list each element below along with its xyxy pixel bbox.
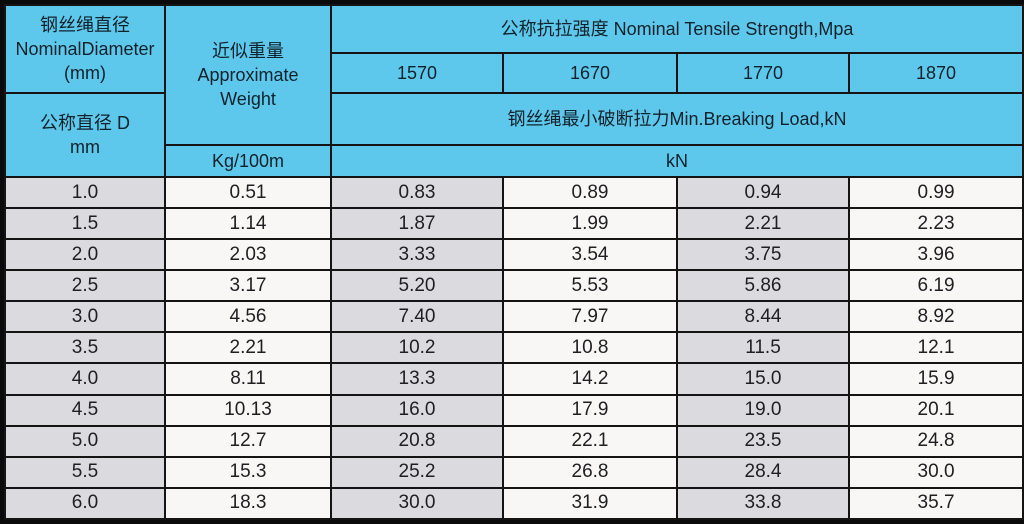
header-approximate-weight-cn: 近似重量 bbox=[212, 40, 284, 61]
breaking-load-cell: 3.75 bbox=[676, 238, 850, 272]
breaking-load-cell: 35.7 bbox=[847, 486, 1024, 521]
table-row: 2.5 3.17 5.20 5.53 5.86 6.19 bbox=[4, 269, 1024, 303]
header-nominal-diameter-en: NominalDiameter bbox=[15, 38, 155, 59]
breaking-load-cell: 20.8 bbox=[330, 424, 504, 458]
breaking-load-cell: 17.9 bbox=[502, 393, 678, 427]
header-grade-1870: 1870 bbox=[847, 52, 1024, 94]
weight-cell: 12.7 bbox=[164, 424, 332, 458]
table-row: 4.5 10.13 16.0 17.9 19.0 20.1 bbox=[4, 393, 1024, 427]
weight-cell: 0.51 bbox=[164, 175, 332, 210]
breaking-load-cell: 15.0 bbox=[676, 362, 850, 396]
diameter-cell: 5.5 bbox=[4, 455, 166, 489]
breaking-load-cell: 5.20 bbox=[330, 269, 504, 303]
breaking-load-cell: 1.99 bbox=[502, 207, 678, 241]
breaking-load-cell: 11.5 bbox=[676, 331, 850, 365]
header-nominal-diameter: 钢丝绳直径 NominalDiameter (mm) bbox=[4, 4, 166, 94]
header-nominal-diameter-sub-unit: mm bbox=[70, 137, 100, 157]
table-row: 1.5 1.14 1.87 1.99 2.21 2.23 bbox=[4, 207, 1024, 241]
breaking-load-cell: 23.5 bbox=[676, 424, 850, 458]
breaking-load-cell: 0.99 bbox=[847, 175, 1024, 210]
breaking-load-cell: 15.9 bbox=[847, 362, 1024, 396]
breaking-load-cell: 8.44 bbox=[676, 300, 850, 334]
breaking-load-cell: 19.0 bbox=[676, 393, 850, 427]
weight-cell: 4.56 bbox=[164, 300, 332, 334]
table-row: 6.0 18.3 30.0 31.9 33.8 35.7 bbox=[4, 486, 1024, 521]
weight-cell: 10.13 bbox=[164, 393, 332, 427]
breaking-load-cell: 3.33 bbox=[330, 238, 504, 272]
diameter-cell: 1.0 bbox=[4, 175, 166, 210]
diameter-cell: 5.0 bbox=[4, 424, 166, 458]
weight-cell: 8.11 bbox=[164, 362, 332, 396]
breaking-load-cell: 30.0 bbox=[330, 486, 504, 521]
breaking-load-cell: 13.3 bbox=[330, 362, 504, 396]
header-weight-unit: Kg/100m bbox=[164, 144, 332, 178]
breaking-load-cell: 10.8 bbox=[502, 331, 678, 365]
breaking-load-cell: 20.1 bbox=[847, 393, 1024, 427]
table-body: 1.0 0.51 0.83 0.89 0.94 0.99 1.5 1.14 1.87 1.99 2.… bbox=[4, 175, 1024, 521]
table-row: 4.0 8.11 13.3 14.2 15.0 15.9 bbox=[4, 362, 1024, 396]
table-row: 3.0 4.56 7.40 7.97 8.44 8.92 bbox=[4, 300, 1024, 334]
breaking-load-cell: 0.94 bbox=[676, 175, 850, 210]
breaking-load-cell: 14.2 bbox=[502, 362, 678, 396]
diameter-cell: 4.0 bbox=[4, 362, 166, 396]
header-approximate-weight-en1: Approximate bbox=[197, 64, 299, 85]
breaking-load-cell: 6.19 bbox=[847, 269, 1024, 303]
diameter-cell: 2.0 bbox=[4, 238, 166, 272]
header-nominal-diameter-cn: 钢丝绳直径 bbox=[40, 14, 130, 35]
diameter-cell: 1.5 bbox=[4, 207, 166, 241]
table-row: 5.5 15.3 25.2 26.8 28.4 30.0 bbox=[4, 455, 1024, 489]
breaking-load-cell: 8.92 bbox=[847, 300, 1024, 334]
breaking-load-cell: 2.21 bbox=[676, 207, 850, 241]
header-nominal-diameter-sub-cn: 公称直径 D bbox=[40, 112, 130, 133]
breaking-load-cell: 3.96 bbox=[847, 238, 1024, 272]
table-row: 5.0 12.7 20.8 22.1 23.5 24.8 bbox=[4, 424, 1024, 458]
header-grade-1770: 1770 bbox=[676, 52, 850, 94]
table-row: 3.5 2.21 10.2 10.8 11.5 12.1 bbox=[4, 331, 1024, 365]
breaking-load-cell: 1.87 bbox=[330, 207, 504, 241]
diameter-cell: 3.0 bbox=[4, 300, 166, 334]
breaking-load-cell: 2.23 bbox=[847, 207, 1024, 241]
table-row: 1.0 0.51 0.83 0.89 0.94 0.99 bbox=[4, 175, 1024, 210]
wire-rope-spec-table: 钢丝绳直径 NominalDiameter (mm) 近似重量 Approxim… bbox=[4, 4, 1024, 521]
weight-cell: 2.21 bbox=[164, 331, 332, 365]
breaking-load-cell: 24.8 bbox=[847, 424, 1024, 458]
breaking-load-cell: 5.86 bbox=[676, 269, 850, 303]
diameter-cell: 3.5 bbox=[4, 331, 166, 365]
breaking-load-cell: 25.2 bbox=[330, 455, 504, 489]
weight-cell: 1.14 bbox=[164, 207, 332, 241]
weight-cell: 15.3 bbox=[164, 455, 332, 489]
diameter-cell: 6.0 bbox=[4, 486, 166, 521]
breaking-load-cell: 28.4 bbox=[676, 455, 850, 489]
breaking-load-cell: 16.0 bbox=[330, 393, 504, 427]
header-approximate-weight: 近似重量 Approximate Weight bbox=[164, 4, 332, 146]
breaking-load-cell: 7.97 bbox=[502, 300, 678, 334]
breaking-load-cell: 33.8 bbox=[676, 486, 850, 521]
breaking-load-cell: 30.0 bbox=[847, 455, 1024, 489]
diameter-cell: 4.5 bbox=[4, 393, 166, 427]
breaking-load-cell: 10.2 bbox=[330, 331, 504, 365]
header-approximate-weight-en2: Weight bbox=[220, 89, 276, 110]
header-tensile-strength: 公称抗拉强度 Nominal Tensile Strength,Mpa bbox=[329, 4, 1024, 54]
weight-cell: 2.03 bbox=[164, 238, 332, 272]
weight-cell: 3.17 bbox=[164, 269, 332, 303]
weight-cell: 18.3 bbox=[164, 486, 332, 521]
header-nominal-diameter-unit: (mm) bbox=[64, 63, 106, 84]
header-grade-1570: 1570 bbox=[330, 52, 504, 94]
header-nominal-diameter-sub: 公称直径 D mm bbox=[4, 92, 166, 178]
header-breaking-load: 钢丝绳最小破断拉力Min.Breaking Load,kN bbox=[329, 92, 1024, 146]
diameter-cell: 2.5 bbox=[4, 269, 166, 303]
breaking-load-cell: 22.1 bbox=[502, 424, 678, 458]
breaking-load-cell: 0.89 bbox=[502, 175, 678, 210]
breaking-load-cell: 7.40 bbox=[330, 300, 504, 334]
breaking-load-cell: 0.83 bbox=[330, 175, 504, 210]
breaking-load-cell: 12.1 bbox=[847, 331, 1024, 365]
breaking-load-cell: 3.54 bbox=[502, 238, 678, 272]
breaking-load-cell: 5.53 bbox=[502, 269, 678, 303]
breaking-load-cell: 31.9 bbox=[502, 486, 678, 521]
header-load-unit: kN bbox=[329, 144, 1024, 178]
table-row: 2.0 2.03 3.33 3.54 3.75 3.96 bbox=[4, 238, 1024, 272]
breaking-load-cell: 26.8 bbox=[502, 455, 678, 489]
header-grade-1670: 1670 bbox=[502, 52, 678, 94]
